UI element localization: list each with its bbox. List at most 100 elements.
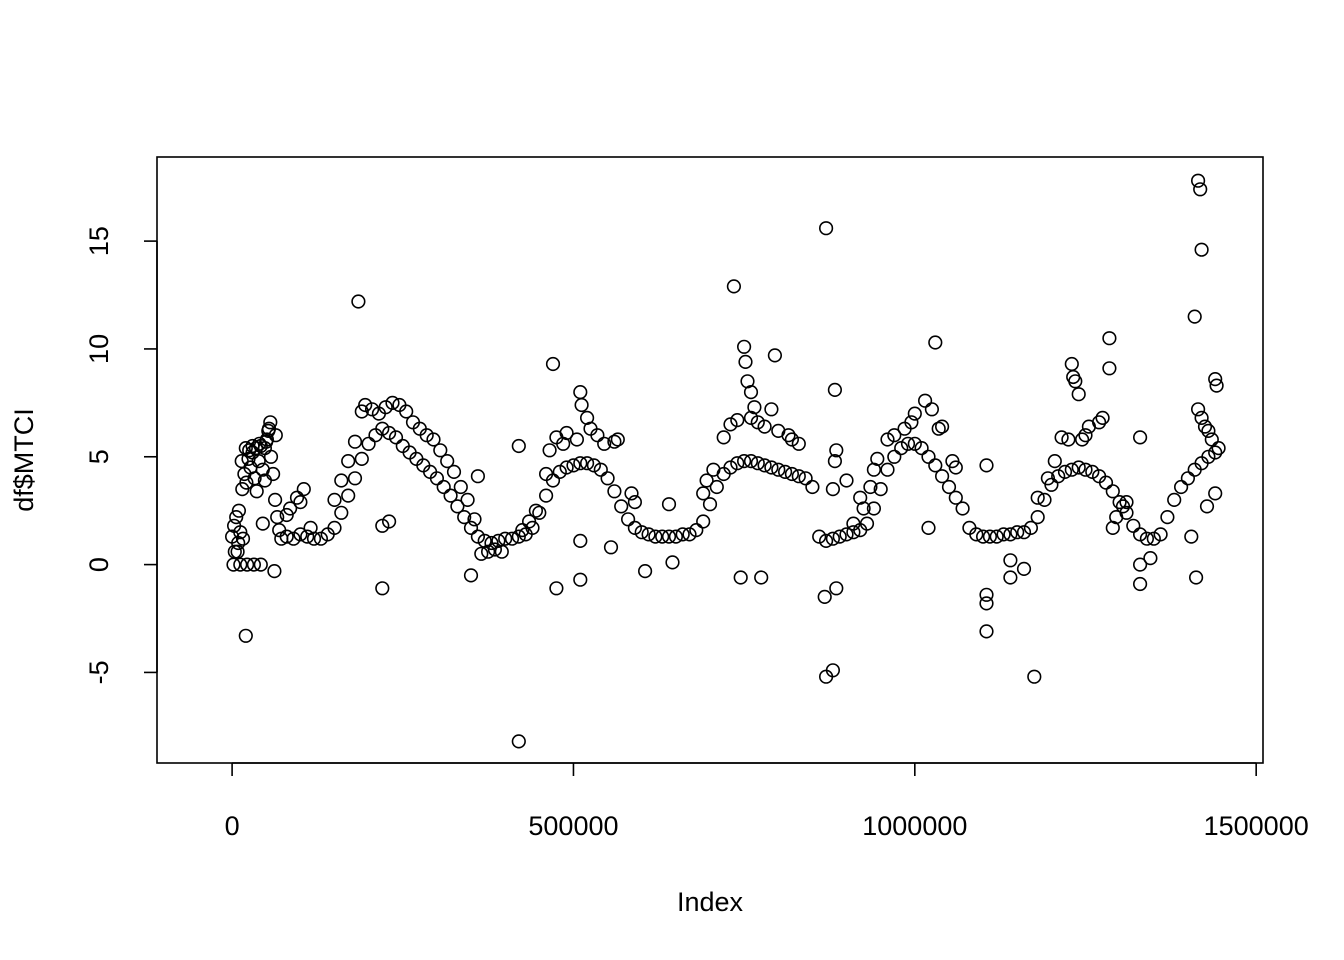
data-point bbox=[880, 462, 895, 477]
data-point bbox=[521, 514, 537, 529]
data-point bbox=[511, 438, 526, 454]
data-point bbox=[817, 589, 832, 605]
data-point bbox=[460, 492, 475, 508]
data-point bbox=[230, 544, 245, 559]
data-point bbox=[757, 458, 772, 473]
data-point bbox=[825, 531, 841, 546]
data-point bbox=[897, 421, 912, 436]
data-point bbox=[607, 434, 622, 449]
data-point bbox=[610, 432, 625, 447]
data-point bbox=[334, 473, 349, 488]
data-point bbox=[689, 522, 704, 538]
data-point bbox=[532, 505, 547, 520]
data-point bbox=[443, 488, 458, 503]
data-point bbox=[457, 509, 472, 525]
data-point bbox=[1054, 430, 1069, 445]
data-point bbox=[1074, 432, 1090, 447]
data-point bbox=[586, 458, 602, 473]
data-point bbox=[1071, 387, 1086, 402]
data-point bbox=[1098, 475, 1114, 490]
data-point bbox=[1047, 454, 1062, 469]
data-point bbox=[559, 460, 574, 475]
data-point bbox=[238, 628, 253, 643]
plot-frame bbox=[156, 156, 1264, 764]
data-point bbox=[1194, 242, 1209, 257]
data-point bbox=[726, 279, 742, 294]
data-point bbox=[573, 533, 588, 549]
data-point bbox=[975, 529, 991, 544]
data-point bbox=[440, 454, 455, 469]
y-tick-label: -5 bbox=[84, 660, 114, 684]
data-point bbox=[467, 512, 482, 527]
data-point bbox=[231, 535, 246, 551]
data-point bbox=[1057, 464, 1073, 480]
data-point bbox=[812, 529, 827, 544]
data-point bbox=[743, 410, 759, 426]
data-point bbox=[272, 522, 287, 538]
data-point bbox=[446, 464, 462, 480]
data-point bbox=[1068, 374, 1083, 389]
data-point bbox=[1081, 419, 1096, 434]
data-point bbox=[917, 393, 933, 408]
data-point bbox=[351, 294, 366, 309]
data-point bbox=[1105, 484, 1120, 499]
data-point bbox=[233, 525, 248, 540]
data-point bbox=[716, 430, 731, 445]
data-point bbox=[1078, 428, 1093, 443]
data-point bbox=[240, 557, 255, 572]
data-point bbox=[914, 441, 929, 456]
data-point bbox=[600, 471, 615, 486]
data-point bbox=[1184, 529, 1199, 544]
data-point bbox=[327, 492, 342, 508]
data-point bbox=[709, 479, 724, 495]
data-point bbox=[334, 505, 349, 520]
data-point bbox=[341, 454, 356, 469]
data-point bbox=[696, 486, 711, 501]
data-point bbox=[829, 581, 844, 596]
data-point bbox=[979, 458, 994, 473]
data-point bbox=[805, 479, 820, 495]
data-point bbox=[238, 441, 253, 456]
data-point bbox=[767, 348, 783, 363]
data-point bbox=[484, 535, 499, 551]
data-point bbox=[733, 570, 748, 585]
data-point bbox=[948, 490, 963, 505]
data-point bbox=[1061, 432, 1076, 447]
data-point bbox=[764, 460, 779, 475]
data-point bbox=[750, 456, 765, 471]
data-point bbox=[574, 397, 589, 413]
data-point bbox=[873, 482, 888, 497]
data-point bbox=[327, 520, 342, 536]
data-point bbox=[934, 419, 950, 434]
data-point bbox=[545, 356, 561, 372]
data-point bbox=[573, 456, 588, 471]
data-point bbox=[268, 428, 283, 443]
data-point bbox=[1208, 372, 1223, 387]
data-point bbox=[296, 482, 311, 497]
data-point bbox=[945, 454, 960, 469]
data-point bbox=[931, 421, 946, 436]
data-point bbox=[538, 466, 554, 482]
data-point bbox=[246, 557, 261, 572]
data-point bbox=[969, 527, 984, 542]
data-point bbox=[382, 425, 397, 441]
data-point bbox=[235, 531, 251, 546]
data-point bbox=[1003, 570, 1018, 585]
data-point bbox=[1102, 361, 1117, 376]
data-point bbox=[1010, 525, 1025, 540]
data-point bbox=[1030, 490, 1045, 505]
data-point bbox=[354, 451, 369, 467]
data-point bbox=[771, 462, 786, 477]
data-point bbox=[624, 486, 639, 501]
data-point bbox=[388, 430, 404, 445]
data-point bbox=[856, 501, 871, 516]
data-point bbox=[696, 514, 711, 529]
y-axis-title: df$MTCI bbox=[9, 408, 39, 512]
data-point bbox=[245, 438, 260, 454]
data-point bbox=[839, 527, 854, 542]
data-point bbox=[267, 563, 282, 579]
data-point bbox=[234, 454, 249, 469]
data-point bbox=[1143, 550, 1158, 566]
data-point bbox=[743, 385, 759, 400]
data-point bbox=[738, 354, 753, 370]
